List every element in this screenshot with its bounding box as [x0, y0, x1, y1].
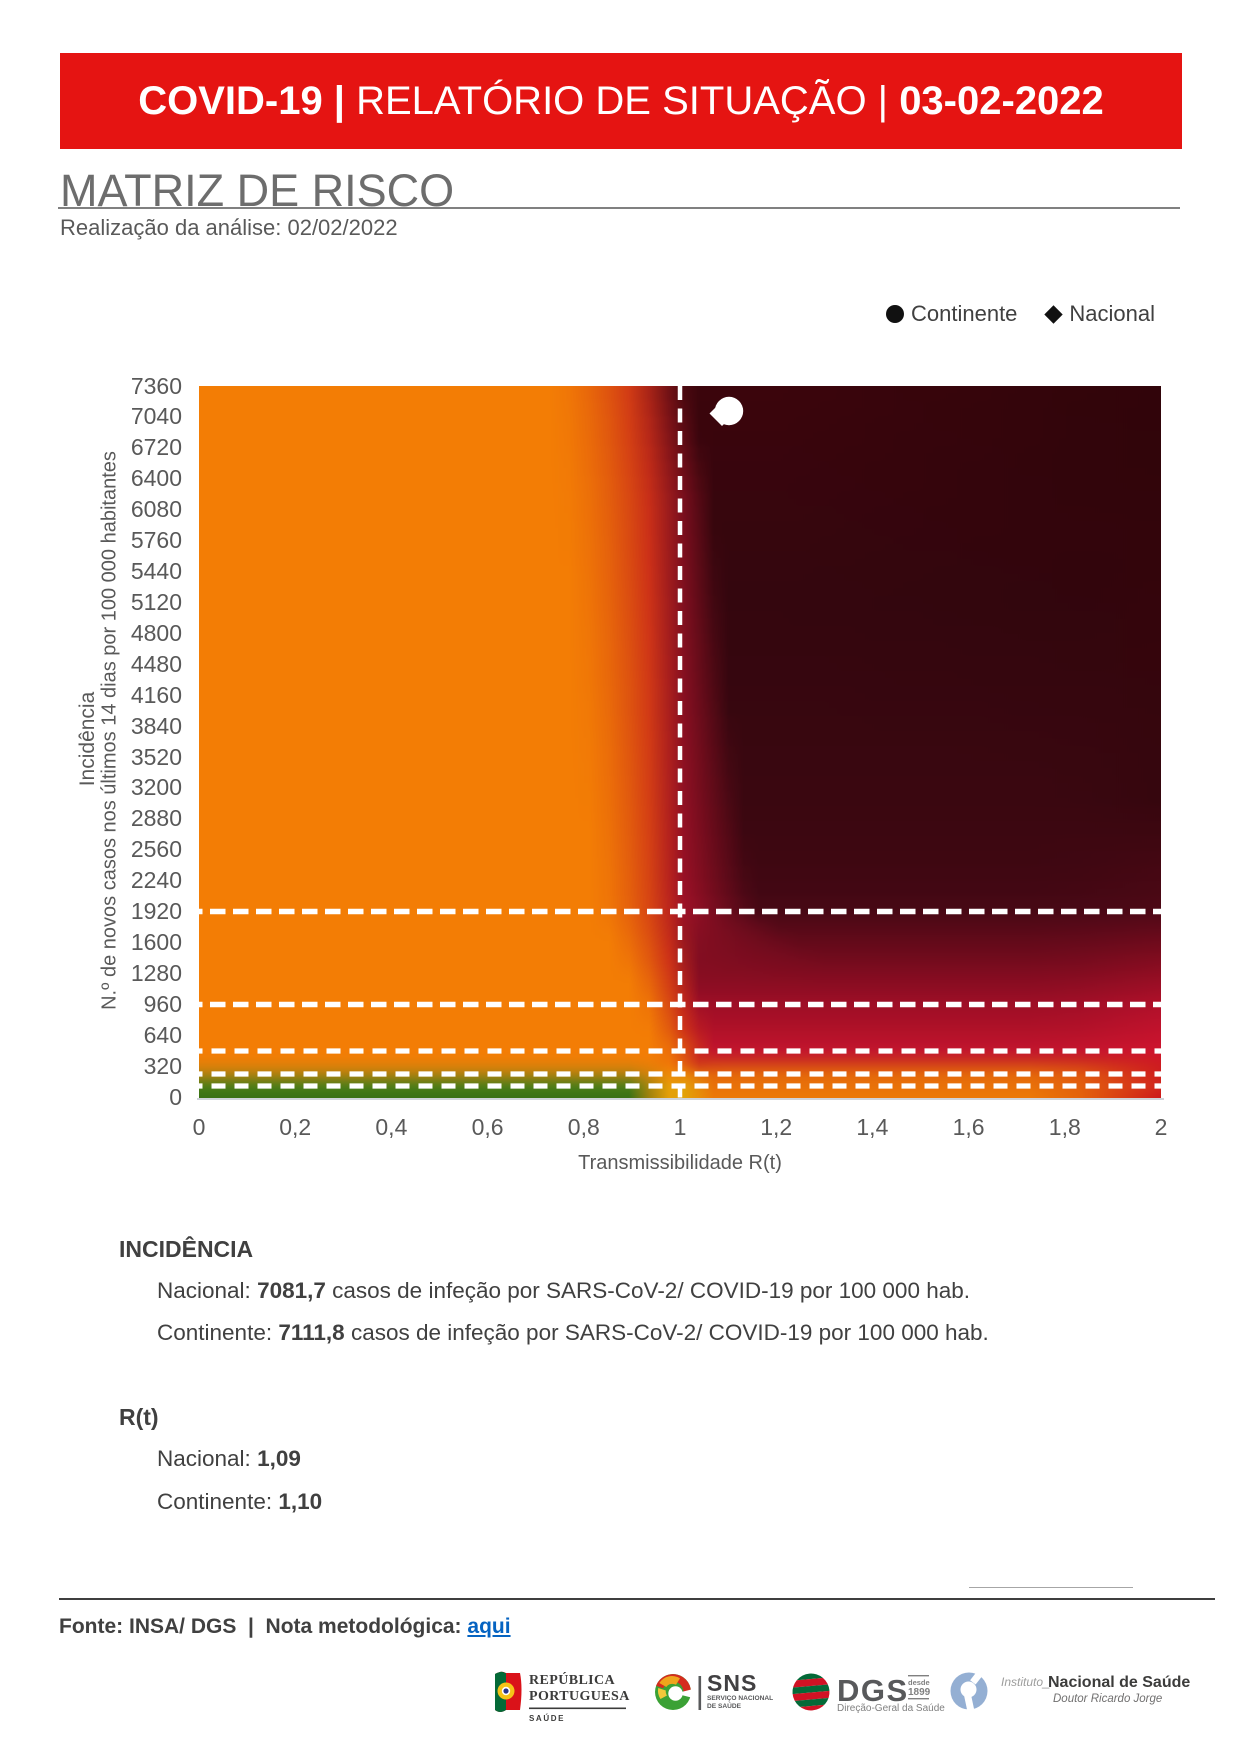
svg-text:SAÚDE: SAÚDE — [529, 1714, 565, 1723]
svg-text:SNS: SNS — [707, 1670, 757, 1696]
svg-text:REPÚBLICA: REPÚBLICA — [529, 1671, 616, 1688]
svg-text:DGS: DGS — [837, 1673, 909, 1708]
svg-text:Nacional de Saúde: Nacional de Saúde — [1048, 1674, 1190, 1691]
svg-text:desde: desde — [908, 1678, 930, 1687]
svg-text:Direção-Geral da Saúde: Direção-Geral da Saúde — [837, 1703, 945, 1714]
svg-text:DE SAÚDE: DE SAÚDE — [707, 1701, 742, 1710]
svg-text:Doutor Ricardo Jorge: Doutor Ricardo Jorge — [1053, 1693, 1162, 1705]
svg-text:PORTUGUESA: PORTUGUESA — [529, 1689, 630, 1704]
svg-text:1899: 1899 — [908, 1687, 931, 1698]
svg-text:Instituto: Instituto — [1001, 1675, 1043, 1689]
svg-text:_: _ — [1041, 1674, 1050, 1689]
svg-text:SERVIÇO NACIONAL: SERVIÇO NACIONAL — [707, 1695, 773, 1702]
